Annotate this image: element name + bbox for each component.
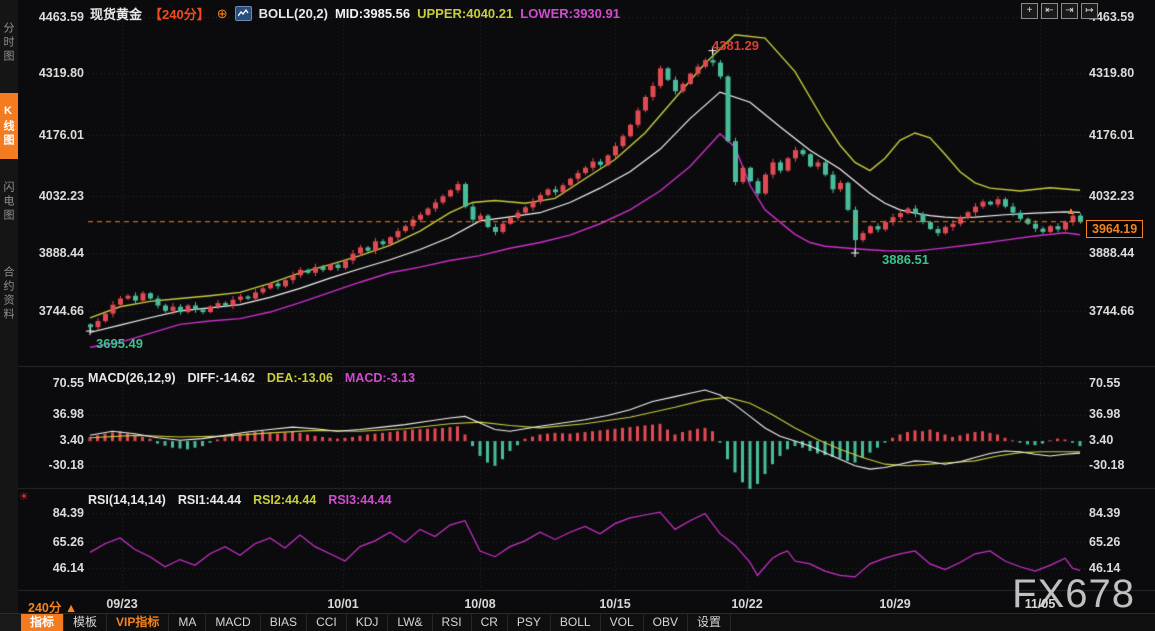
rsi-header: RSI(14,14,14) RSI1:44.44 RSI2:44.44 RSI3… <box>88 493 392 507</box>
macd-dea-value: DEA:-13.06 <box>266 371 333 385</box>
rsi-panel-settings-icon[interactable]: ☀ <box>19 491 29 503</box>
macd-axis-right: 36.98 <box>1089 407 1121 421</box>
rsi-name: RSI(14,14,14) <box>88 493 166 507</box>
x-axis-date: 10/29 <box>879 597 911 611</box>
toolbar-spacer <box>0 614 21 631</box>
macd-axis-left: 3.40 <box>59 433 84 447</box>
macd-axis-left: 70.55 <box>52 376 84 390</box>
toolbar-item-template[interactable]: 模板 <box>64 614 108 631</box>
toolbar-item-kdj[interactable]: KDJ <box>347 614 389 631</box>
boll-label: BOLL(20,2) <box>258 6 328 21</box>
boll-upper-value: UPPER:4040.21 <box>417 6 514 21</box>
toolbar-item-vip-indicator[interactable]: VIP指标 <box>107 614 170 631</box>
peak-price-annotation: 4381.29 <box>712 38 759 53</box>
macd-axis-left: -30.18 <box>48 458 84 472</box>
start-low-annotation: 3695.49 <box>96 336 143 351</box>
boll-mid-value: MID:3985.56 <box>334 6 411 21</box>
x-axis-date: 10/08 <box>464 597 496 611</box>
chart-header: 现货黄金 【240分】 ⊕ BOLL(20,2) MID:3985.56 UPP… <box>90 4 620 23</box>
sidebar-item-kline-chart[interactable]: K线图 <box>0 93 18 159</box>
price-axis-right: 3744.66 <box>1089 304 1135 318</box>
toolbar-item-cci[interactable]: CCI <box>307 614 347 631</box>
x-axis-date: 10/22 <box>731 597 763 611</box>
price-axis-left: 4032.23 <box>38 189 84 203</box>
toolbar-item-macd[interactable]: MACD <box>206 614 261 631</box>
period-label: 【240分】 <box>149 7 210 22</box>
rsi-axis-left: 65.26 <box>52 535 84 549</box>
shift-right-icon[interactable]: ⇥ <box>1061 3 1078 19</box>
rsi-axis-right: 84.39 <box>1089 506 1121 520</box>
price-axis-left: 4463.59 <box>38 10 84 24</box>
price-axis-right: 4319.80 <box>1089 66 1135 80</box>
macd-macd-value: MACD:-3.13 <box>344 371 416 385</box>
price-axis-left: 4176.01 <box>38 128 84 142</box>
toolbar-item-psy[interactable]: PSY <box>508 614 551 631</box>
toolbar-item-settings[interactable]: 设置 <box>688 614 731 631</box>
toolbar-item-indicator[interactable]: 指标 <box>21 614 65 631</box>
left-sidebar: 分时图 K线图 闪电图 合约资料 <box>0 0 18 631</box>
fx678-watermark: FX678 <box>1012 572 1135 616</box>
price-axis-left: 3888.44 <box>38 246 84 260</box>
indicator-chart-icon[interactable] <box>234 6 252 21</box>
macd-axis-right: 3.40 <box>1089 433 1114 447</box>
macd-axis-right: 70.55 <box>1089 376 1121 390</box>
target-icon[interactable]: ⊕ <box>216 5 228 21</box>
last-price-tag: 3964.19 <box>1086 220 1144 238</box>
period-selector[interactable]: 240分 ▲ <box>28 601 78 615</box>
price-axis-right: 4463.59 <box>1089 10 1135 24</box>
rsi1-value: RSI1:44.44 <box>177 493 242 507</box>
toolbar-item-obv[interactable]: OBV <box>644 614 688 631</box>
macd-axis-left: 36.98 <box>52 407 84 421</box>
rsi-axis-left: 84.39 <box>52 506 84 520</box>
macd-name: MACD(26,12,9) <box>88 371 176 385</box>
indicator-toolbar: 指标 模板 VIP指标 MA MACD BIAS CCI KDJ LW& RSI… <box>0 613 1155 631</box>
toolbar-item-rsi[interactable]: RSI <box>433 614 472 631</box>
toolbar-item-ma[interactable]: MA <box>169 614 207 631</box>
move-crosshair-icon[interactable]: + <box>1021 3 1038 19</box>
boll-lower-value: LOWER:3930.91 <box>520 6 620 21</box>
toolbar-item-bias[interactable]: BIAS <box>261 614 308 631</box>
recent-low-annotation: 3886.51 <box>882 252 929 267</box>
rsi-axis-right: 46.14 <box>1089 561 1121 575</box>
x-axis-date: 09/23 <box>106 597 138 611</box>
rsi-axis-left: 46.14 <box>52 561 84 575</box>
toolbar-item-boll[interactable]: BOLL <box>551 614 601 631</box>
sidebar-item-flash-chart[interactable]: 闪电图 <box>2 181 14 223</box>
price-axis-left: 3744.66 <box>38 304 84 318</box>
chart-tool-icons: + ⇤ ⇥ ↦ <box>1021 3 1098 19</box>
sidebar-item-contract-info[interactable]: 合约资料 <box>2 266 14 322</box>
x-axis-date: 10/15 <box>599 597 631 611</box>
toolbar-item-cr[interactable]: CR <box>472 614 508 631</box>
last-price-arrow-icon: ▲ <box>1066 206 1076 217</box>
macd-diff-value: DIFF:-14.62 <box>187 371 255 385</box>
price-axis-left: 4319.80 <box>38 66 84 80</box>
goto-latest-icon[interactable]: ↦ <box>1081 3 1098 19</box>
rsi3-value: RSI3:44.44 <box>328 493 392 507</box>
x-axis-date: 10/01 <box>327 597 359 611</box>
toolbar-item-lw[interactable]: LW& <box>388 614 433 631</box>
price-axis-right: 3888.44 <box>1089 246 1135 260</box>
macd-axis-right: -30.18 <box>1089 458 1125 472</box>
shift-left-icon[interactable]: ⇤ <box>1041 3 1058 19</box>
main-chart-canvas[interactable] <box>0 0 1155 596</box>
x-axis-date: 11/05 <box>1024 597 1056 611</box>
rsi2-value: RSI2:44.44 <box>253 493 317 507</box>
price-axis-right: 4176.01 <box>1089 128 1135 142</box>
price-axis-right: 4032.23 <box>1089 189 1135 203</box>
sidebar-item-timeline-chart[interactable]: 分时图 <box>2 22 14 64</box>
rsi-axis-right: 65.26 <box>1089 535 1121 549</box>
toolbar-item-vol[interactable]: VOL <box>601 614 644 631</box>
symbol-title: 现货黄金 <box>90 7 143 22</box>
macd-header: MACD(26,12,9) DIFF:-14.62 DEA:-13.06 MAC… <box>88 371 415 385</box>
